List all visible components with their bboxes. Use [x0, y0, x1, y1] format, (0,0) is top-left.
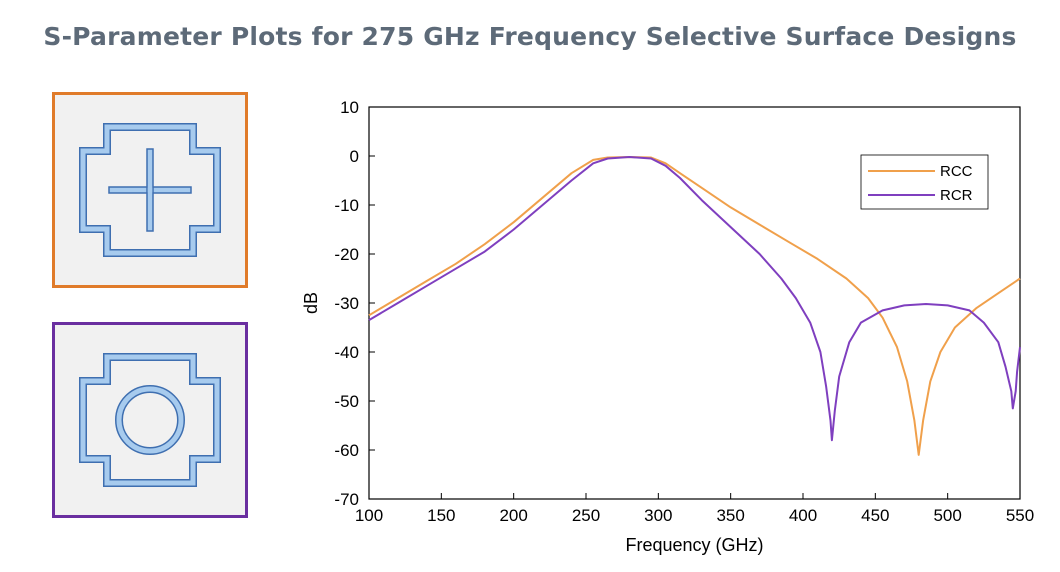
x-axis-label: Frequency (GHz) — [625, 535, 763, 555]
y-tick-label: -60 — [334, 441, 359, 460]
legend-box — [860, 154, 989, 210]
y-tick-label: -50 — [334, 392, 359, 411]
legend-label-rcr: RCR — [940, 187, 973, 204]
y-axis: 10 0 -10 -20 -30 -40 -50 -60 -70 — [334, 98, 375, 509]
s-parameter-chart: 100-10-20-30-40-50-60-70 100 150 200 250 300… — [301, 98, 1034, 555]
y-tick-label: 0 — [350, 147, 359, 166]
y-tick-label: -70 — [334, 490, 359, 509]
x-tick-label: 100 — [355, 506, 383, 525]
y-axis-label: dB — [301, 292, 321, 314]
series-line-rcr — [368, 156, 1021, 442]
x-axis: 100 150 200 250 300 350 400 450 500 550 — [355, 493, 1034, 525]
ring-slot-unit-cell-icon — [79, 353, 221, 487]
series-line-rcc — [368, 156, 1021, 456]
x-tick-label: 500 — [933, 506, 961, 525]
x-tick-label: 200 — [499, 506, 527, 525]
legend-label-rcc: RCC — [940, 163, 973, 180]
y-tick-label: -30 — [334, 294, 359, 313]
y-tick-label: -20 — [334, 245, 359, 264]
x-tick-label: 550 — [1006, 506, 1034, 525]
unit-cell-panel-cross — [52, 92, 248, 288]
unit-cell-panel-ring — [52, 322, 248, 518]
series-lines — [368, 156, 1021, 456]
cross-slot-unit-cell-icon — [79, 123, 221, 257]
y-tick-label: -10 — [334, 196, 359, 215]
page-title: S-Parameter Plots for 275 GHz Frequency … — [43, 22, 1017, 51]
x-tick-label: 300 — [644, 506, 672, 525]
x-tick-label: 250 — [572, 506, 600, 525]
x-tick-label: 150 — [427, 506, 455, 525]
x-tick-label: 400 — [789, 506, 817, 525]
y-tick-label: -40 — [334, 343, 359, 362]
legend: RCC RCR — [860, 154, 989, 210]
x-tick-label: 450 — [861, 506, 889, 525]
y-tick-label: 10 — [340, 98, 359, 117]
x-tick-label: 350 — [716, 506, 744, 525]
